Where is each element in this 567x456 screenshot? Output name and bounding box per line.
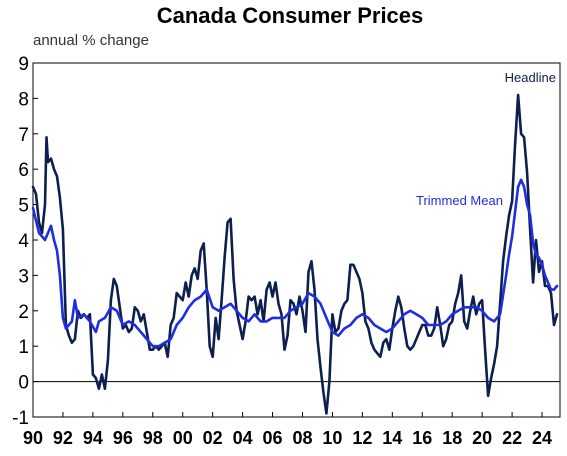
series-label-headline: Headline	[505, 70, 556, 85]
x-tick-label: 04	[233, 428, 253, 448]
y-tick-label: 9	[18, 54, 29, 75]
x-tick-label: 98	[143, 428, 163, 448]
y-tick-label: 5	[18, 196, 29, 217]
y-tick-label: 8	[18, 89, 29, 110]
series-line-headline	[31, 93, 559, 415]
y-tick-label: 2	[18, 302, 29, 323]
x-tick-label: 00	[173, 428, 193, 448]
x-tick-label: 94	[83, 428, 103, 448]
y-tick-label: 4	[18, 231, 29, 252]
x-tick-label: 96	[113, 428, 133, 448]
x-tick-label: 22	[502, 428, 522, 448]
y-axis: -1 0 1 2 3 4 5 6 7 8 9	[12, 54, 38, 429]
x-tick-label: 24	[532, 428, 552, 448]
x-tick-label: 12	[352, 428, 372, 448]
y-tick-label: 0	[18, 373, 29, 394]
chart-subtitle: annual % change	[33, 32, 149, 49]
y-tick-label: 6	[18, 160, 29, 181]
x-tick-label: 16	[412, 428, 432, 448]
plot-area	[32, 62, 561, 418]
x-axis: 90 92 94 96 98 00 02 04 06 08 10 12 14 16 18 20 22 24	[23, 412, 552, 448]
x-tick-label: 92	[53, 428, 73, 448]
chart-title: Canada Consumer Prices	[157, 3, 424, 28]
x-tick-label: 08	[292, 428, 312, 448]
series-label-trimmed-mean: Trimmed Mean	[416, 193, 503, 208]
x-tick-label: 14	[382, 428, 402, 448]
x-tick-label: 10	[322, 428, 342, 448]
series-line-trimmed-mean	[31, 178, 559, 348]
x-tick-label: 90	[23, 428, 43, 448]
x-tick-label: 18	[442, 428, 462, 448]
x-tick-label: 20	[472, 428, 492, 448]
y-tick-label: -1	[12, 408, 29, 429]
y-tick-label: 7	[18, 125, 29, 146]
series-layer	[31, 93, 560, 415]
y-tick-label: 1	[18, 337, 29, 358]
x-tick-label: 02	[203, 428, 223, 448]
x-tick-label: 06	[263, 428, 283, 448]
y-tick-label: 3	[18, 266, 29, 287]
